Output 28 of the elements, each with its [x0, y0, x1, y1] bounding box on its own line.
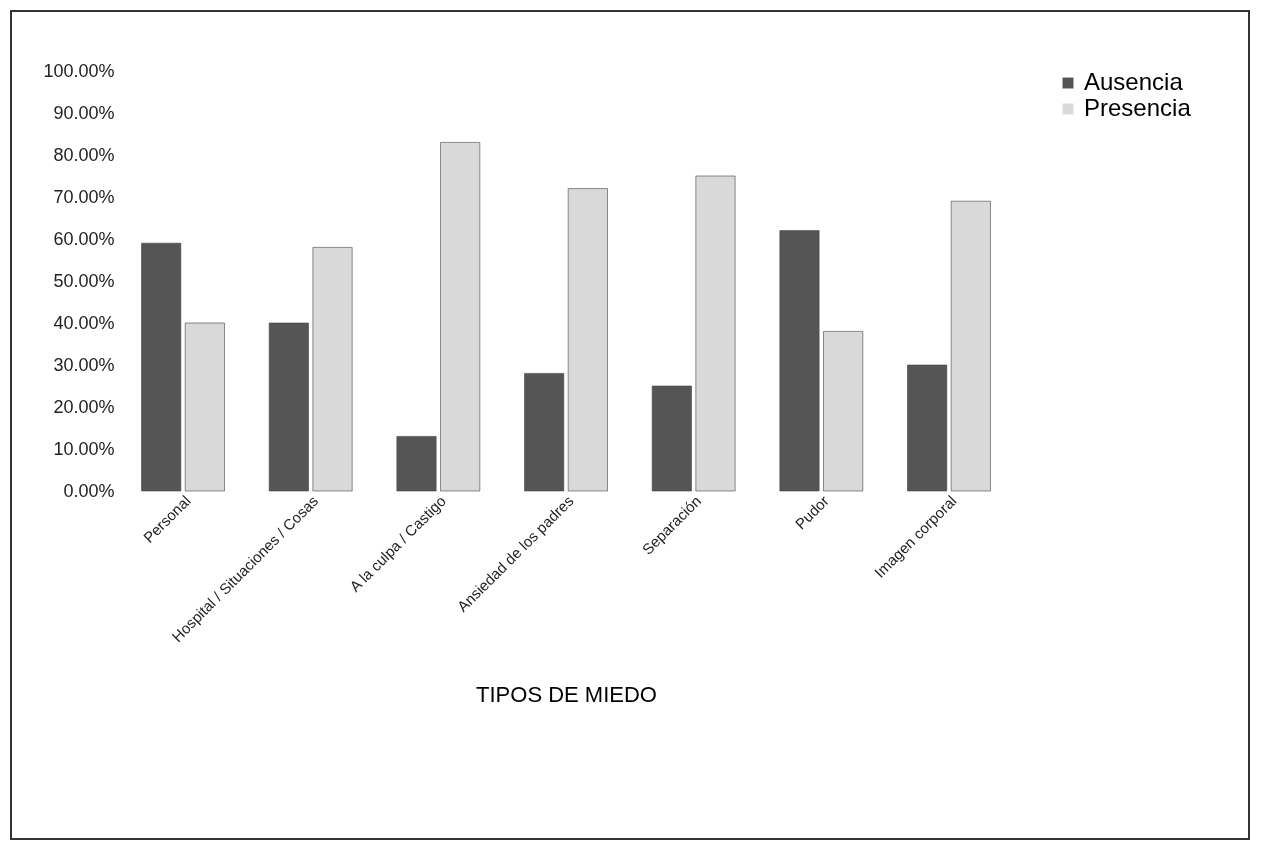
y-tick-label: 40.00%: [53, 312, 115, 333]
bar: [695, 175, 736, 492]
x-axis-title: TIPOS DE MIEDO: [476, 682, 657, 708]
y-tick-label: 60.00%: [53, 228, 115, 249]
bar: [268, 322, 309, 492]
legend-label: Presencia: [1084, 94, 1192, 121]
bar: [524, 373, 565, 492]
bar: [312, 247, 353, 492]
y-tick-label: 80.00%: [53, 144, 115, 165]
bar: [907, 364, 948, 492]
bar: [950, 200, 991, 492]
bar: [141, 242, 182, 492]
bar: [567, 188, 608, 492]
y-tick-label: 10.00%: [53, 438, 115, 459]
bar: [440, 142, 481, 492]
bar: [779, 230, 820, 492]
bar: [396, 436, 437, 492]
bar: [184, 322, 225, 492]
bar: [651, 385, 692, 492]
bar: [823, 331, 864, 492]
y-tick-label: 20.00%: [53, 396, 115, 417]
y-tick-label: 90.00%: [53, 102, 115, 123]
y-tick-label: 30.00%: [53, 354, 115, 375]
legend-label: Ausencia: [1084, 68, 1184, 95]
y-tick-label: 70.00%: [53, 186, 115, 207]
y-tick-label: 50.00%: [53, 270, 115, 291]
y-tick-label: 100.00%: [43, 60, 115, 81]
y-tick-label: 0.00%: [63, 480, 115, 501]
